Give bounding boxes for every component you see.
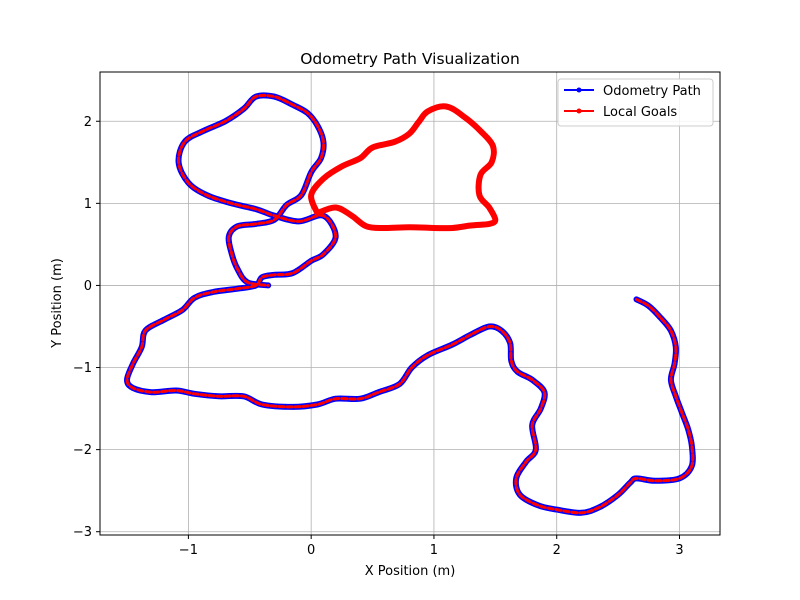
y-tick-label: −3 [73, 525, 92, 540]
plot-frame [99, 71, 721, 536]
x-tick-label: 1 [430, 543, 438, 558]
x-tick-label: −1 [179, 543, 198, 558]
series-layer [124, 92, 696, 516]
legend-marker-local-goals [576, 108, 582, 114]
y-tick-label: −2 [73, 443, 92, 458]
chart-title: Odometry Path Visualization [300, 50, 520, 68]
series-dash-overlay-odometry-path [125, 93, 695, 515]
y-tick-label: 1 [84, 197, 92, 212]
y-axis-title: Y Position (m) [50, 258, 65, 349]
x-tick-label: 2 [553, 543, 561, 558]
ticks: −1 0 1 2 3 −3 −2 −1 0 1 2 [73, 115, 684, 558]
x-tick-label: 0 [307, 543, 315, 558]
y-tick-label: 0 [84, 279, 92, 294]
legend-box [557, 78, 714, 127]
x-axis-title: X Position (m) [365, 564, 456, 579]
y-tick-label: 2 [84, 115, 92, 130]
y-tick-label: −1 [73, 361, 92, 376]
series-dash-overlay-local-goals [309, 104, 497, 230]
legend-label-local-goals: Local Goals [603, 105, 677, 120]
legend: Odometry Path Local Goals [557, 78, 714, 127]
legend-marker-odometry-path [576, 87, 582, 93]
legend-label-odometry-path: Odometry Path [603, 84, 701, 99]
x-tick-label: 3 [675, 543, 683, 558]
